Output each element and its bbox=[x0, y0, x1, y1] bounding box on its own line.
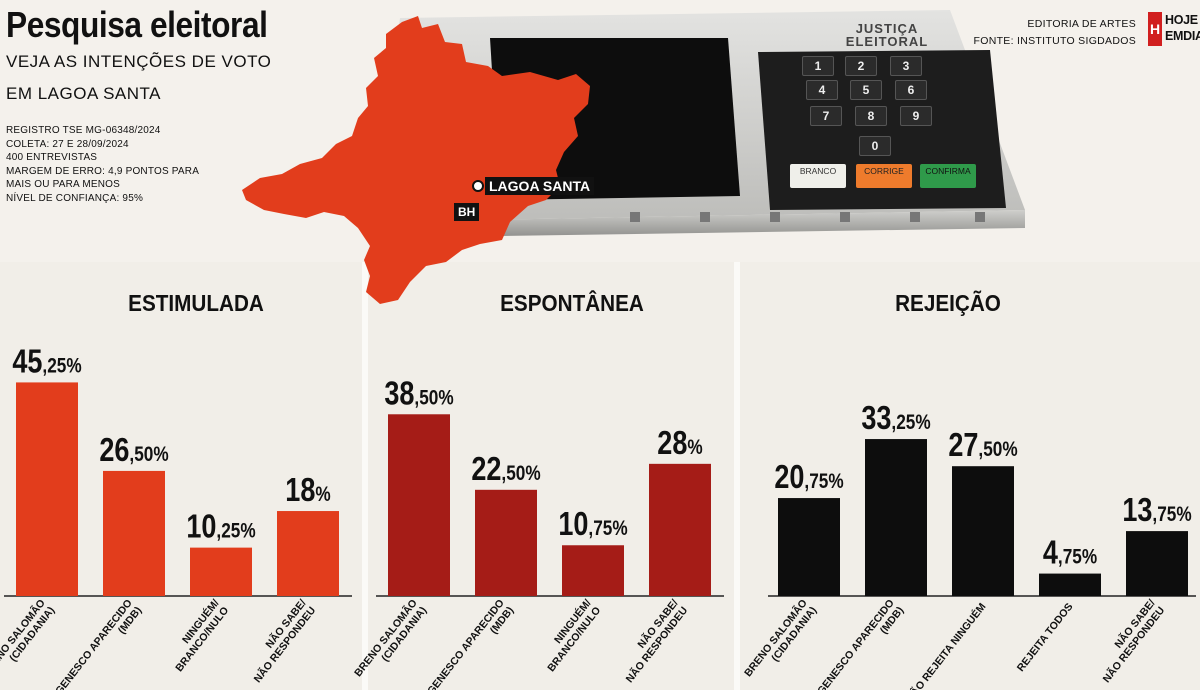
meta-line: 400 ENTREVISTAS bbox=[6, 152, 98, 163]
urn-button-branco: BRANCO bbox=[790, 164, 846, 188]
urn-key-2: 2 bbox=[845, 56, 877, 76]
data-label: 18% bbox=[285, 473, 330, 509]
svg-text:BRENO SALOMÃO(CIDADANIA): BRENO SALOMÃO(CIDADANIA) bbox=[0, 597, 57, 687]
urn-key-8: 8 bbox=[855, 106, 887, 126]
bar bbox=[190, 547, 252, 596]
category-label: NÃO SABE/NÃO RESPONDEU bbox=[241, 597, 318, 686]
urn-key-7: 7 bbox=[810, 106, 842, 126]
bar bbox=[562, 545, 624, 596]
bar bbox=[1126, 531, 1188, 596]
category-label: BRENO SALOMÃO(CIDADANIA) bbox=[0, 597, 57, 687]
bar bbox=[103, 470, 165, 596]
meta-line: COLETA: 27 E 28/09/2024 bbox=[6, 138, 129, 150]
logo-text-line2: EMDIA bbox=[1165, 29, 1200, 43]
credits: EDITORIA DE ARTES FONTE: INSTITUTO SIGDA… bbox=[974, 16, 1136, 50]
bar bbox=[778, 498, 840, 596]
urn-key-6: 6 bbox=[895, 80, 927, 100]
meta-line: MAIS OU PARA MENOS bbox=[6, 179, 120, 190]
data-label: 26,50% bbox=[99, 432, 168, 468]
logo-mark: H bbox=[1148, 12, 1162, 46]
category-label: NÃO REJEITA NINGUÉM bbox=[903, 600, 988, 690]
credits-desk: EDITORIA DE ARTES bbox=[1027, 18, 1136, 30]
category-label: GENESCO APARECIDO(MDB) bbox=[425, 597, 516, 690]
meta-line: MARGEM DE ERRO: 4,9 PONTOS PARA bbox=[6, 165, 200, 177]
category-label: BRENO SALOMÃO(CIDADANIA) bbox=[351, 597, 429, 687]
urn-brand-line2: ELEITORAL bbox=[845, 34, 929, 49]
urn-button-confirma: CONFIRMA bbox=[920, 164, 976, 188]
survey-meta: REGISTRO TSE MG-06348/2024 COLETA: 27 E … bbox=[6, 124, 199, 205]
category-label: NÃO SABE/NÃO RESPONDEU bbox=[613, 597, 690, 686]
data-label: 4,75% bbox=[1043, 535, 1097, 571]
bar bbox=[952, 466, 1014, 596]
data-label: 28% bbox=[657, 425, 702, 461]
svg-text:NINGUÉM/BRANCO/NULO: NINGUÉM/BRANCO/NULO bbox=[163, 597, 231, 675]
subtitle-line-1: VEJA AS INTENÇÕES DE VOTO bbox=[6, 52, 272, 71]
data-label: 13,75% bbox=[1122, 493, 1191, 529]
state-map-shape bbox=[242, 16, 590, 304]
publisher-logo: H HOJE EMDIA bbox=[1148, 12, 1200, 46]
data-label: 10,75% bbox=[558, 507, 627, 543]
meta-line: NÍVEL DE CONFIANÇA: 95% bbox=[6, 192, 144, 204]
svg-text:NÃO SABE/NÃO RESPONDEU: NÃO SABE/NÃO RESPONDEU bbox=[241, 597, 318, 686]
data-label: 22,50% bbox=[471, 451, 540, 487]
svg-text:NÃO REJEITA NINGUÉM: NÃO REJEITA NINGUÉM bbox=[903, 600, 988, 690]
svg-text:BRENO SALOMÃO(CIDADANIA): BRENO SALOMÃO(CIDADANIA) bbox=[351, 597, 429, 687]
bar bbox=[475, 489, 537, 596]
panel-divider bbox=[734, 262, 740, 690]
subtitle-line-2: EM LAGOA SANTA bbox=[6, 84, 162, 103]
bar bbox=[1039, 573, 1101, 596]
data-label: 38,50% bbox=[384, 376, 453, 412]
bar bbox=[277, 511, 339, 596]
bar bbox=[649, 463, 711, 596]
category-label: NÃO SABE/NÃO RESPONDEU bbox=[1090, 597, 1167, 686]
svg-text:NINGUÉM/BRANCO/NULO: NINGUÉM/BRANCO/NULO bbox=[535, 597, 603, 675]
logo-text-line1: HOJE bbox=[1165, 13, 1198, 27]
urn-button-corrige: CORRIGE bbox=[856, 164, 912, 188]
bar bbox=[865, 439, 927, 596]
urn-key-1: 1 bbox=[802, 56, 834, 76]
category-label: NINGUÉM/BRANCO/NULO bbox=[535, 597, 603, 675]
category-label: NINGUÉM/BRANCO/NULO bbox=[163, 597, 231, 675]
urn-key-9: 9 bbox=[900, 106, 932, 126]
meta-line: REGISTRO TSE MG-06348/2024 bbox=[6, 125, 161, 136]
data-label: 10,25% bbox=[186, 509, 255, 545]
page-title: Pesquisa eleitoral bbox=[6, 4, 268, 45]
chart-title-rejeicao: REJEIÇÃO bbox=[895, 290, 1001, 316]
category-label: GENESCO APARECIDO(MDB) bbox=[815, 597, 906, 690]
urn-key-3: 3 bbox=[890, 56, 922, 76]
urn-brand-line1: JUSTIÇA bbox=[855, 21, 919, 36]
data-label: 20,75% bbox=[774, 460, 843, 496]
urn-brand: JUSTIÇA ELEITORAL bbox=[832, 22, 942, 48]
data-label: 45,25% bbox=[12, 344, 81, 380]
category-label: BRENO SALOMÃO(CIDADANIA) bbox=[741, 597, 819, 687]
category-label: REJEITA TODOS bbox=[1015, 601, 1076, 674]
chart-title-estimulada: ESTIMULADA bbox=[128, 290, 264, 316]
urn-key-5: 5 bbox=[850, 80, 882, 100]
data-label: 27,50% bbox=[948, 428, 1017, 464]
svg-text:BRENO SALOMÃO(CIDADANIA): BRENO SALOMÃO(CIDADANIA) bbox=[741, 597, 819, 687]
svg-text:NÃO SABE/NÃO RESPONDEU: NÃO SABE/NÃO RESPONDEU bbox=[613, 597, 690, 686]
svg-text:REJEITA TODOS: REJEITA TODOS bbox=[1015, 601, 1076, 674]
data-label: 33,25% bbox=[861, 401, 930, 437]
city-label: LAGOA SANTA bbox=[485, 177, 595, 195]
city-marker-icon bbox=[472, 180, 484, 192]
logo-text: HOJE EMDIA bbox=[1165, 12, 1200, 44]
panel-divider bbox=[362, 262, 368, 690]
capital-label: BH bbox=[454, 203, 480, 221]
state-map bbox=[242, 16, 590, 304]
svg-text:GENESCO APARECIDO(MDB): GENESCO APARECIDO(MDB) bbox=[425, 597, 516, 690]
credits-source: FONTE: INSTITUTO SIGDADOS bbox=[973, 35, 1136, 47]
urn-key-0: 0 bbox=[859, 136, 891, 156]
bar bbox=[388, 414, 450, 596]
svg-text:NÃO SABE/NÃO RESPONDEU: NÃO SABE/NÃO RESPONDEU bbox=[1090, 597, 1167, 686]
bar bbox=[16, 382, 78, 596]
svg-text:GENESCO APARECIDO(MDB): GENESCO APARECIDO(MDB) bbox=[815, 597, 906, 690]
chart-title-espontanea: ESPONTÂNEA bbox=[500, 290, 644, 316]
urn-key-4: 4 bbox=[806, 80, 838, 100]
svg-text:GENESCO APARECIDO(MDB): GENESCO APARECIDO(MDB) bbox=[53, 597, 144, 690]
category-label: GENESCO APARECIDO(MDB) bbox=[53, 597, 144, 690]
